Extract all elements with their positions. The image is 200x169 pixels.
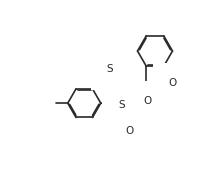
Text: S: S — [118, 100, 125, 110]
Text: O: O — [143, 96, 151, 106]
Text: O: O — [168, 78, 176, 88]
Text: S: S — [106, 64, 113, 74]
Text: O: O — [125, 126, 133, 136]
